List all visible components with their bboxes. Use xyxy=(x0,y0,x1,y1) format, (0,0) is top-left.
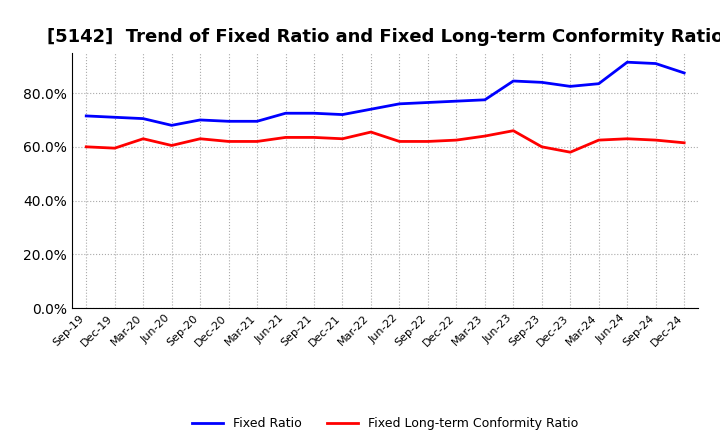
Legend: Fixed Ratio, Fixed Long-term Conformity Ratio: Fixed Ratio, Fixed Long-term Conformity … xyxy=(186,411,585,437)
Fixed Long-term Conformity Ratio xyxy=(253,139,261,144)
Fixed Ratio xyxy=(366,106,375,112)
Fixed Ratio xyxy=(423,100,432,105)
Fixed Ratio xyxy=(338,112,347,117)
Fixed Ratio xyxy=(480,97,489,103)
Fixed Ratio xyxy=(509,78,518,84)
Fixed Ratio xyxy=(82,113,91,118)
Fixed Long-term Conformity Ratio xyxy=(480,133,489,139)
Fixed Ratio xyxy=(680,70,688,76)
Fixed Ratio xyxy=(196,117,204,123)
Fixed Ratio xyxy=(566,84,575,89)
Fixed Ratio xyxy=(595,81,603,86)
Fixed Long-term Conformity Ratio xyxy=(595,137,603,143)
Fixed Ratio xyxy=(253,119,261,124)
Fixed Ratio xyxy=(310,110,318,116)
Fixed Long-term Conformity Ratio xyxy=(509,128,518,133)
Fixed Long-term Conformity Ratio xyxy=(139,136,148,141)
Fixed Long-term Conformity Ratio xyxy=(110,146,119,151)
Fixed Long-term Conformity Ratio xyxy=(167,143,176,148)
Fixed Long-term Conformity Ratio xyxy=(338,136,347,141)
Fixed Ratio xyxy=(452,99,461,104)
Fixed Long-term Conformity Ratio xyxy=(652,137,660,143)
Fixed Long-term Conformity Ratio xyxy=(196,136,204,141)
Title: [5142]  Trend of Fixed Ratio and Fixed Long-term Conformity Ratio: [5142] Trend of Fixed Ratio and Fixed Lo… xyxy=(47,28,720,46)
Fixed Long-term Conformity Ratio xyxy=(537,144,546,150)
Fixed Ratio xyxy=(652,61,660,66)
Fixed Long-term Conformity Ratio xyxy=(395,139,404,144)
Fixed Long-term Conformity Ratio xyxy=(225,139,233,144)
Fixed Long-term Conformity Ratio xyxy=(452,137,461,143)
Fixed Ratio xyxy=(395,101,404,106)
Line: Fixed Long-term Conformity Ratio: Fixed Long-term Conformity Ratio xyxy=(86,131,684,152)
Fixed Long-term Conformity Ratio xyxy=(366,129,375,135)
Fixed Long-term Conformity Ratio xyxy=(623,136,631,141)
Fixed Long-term Conformity Ratio xyxy=(680,140,688,146)
Fixed Long-term Conformity Ratio xyxy=(310,135,318,140)
Fixed Long-term Conformity Ratio xyxy=(282,135,290,140)
Fixed Ratio xyxy=(225,119,233,124)
Fixed Ratio xyxy=(623,59,631,65)
Fixed Ratio xyxy=(537,80,546,85)
Fixed Long-term Conformity Ratio xyxy=(566,150,575,155)
Fixed Ratio xyxy=(110,115,119,120)
Fixed Ratio xyxy=(139,116,148,121)
Line: Fixed Ratio: Fixed Ratio xyxy=(86,62,684,125)
Fixed Ratio xyxy=(282,110,290,116)
Fixed Long-term Conformity Ratio xyxy=(82,144,91,150)
Fixed Ratio xyxy=(167,123,176,128)
Fixed Long-term Conformity Ratio xyxy=(423,139,432,144)
